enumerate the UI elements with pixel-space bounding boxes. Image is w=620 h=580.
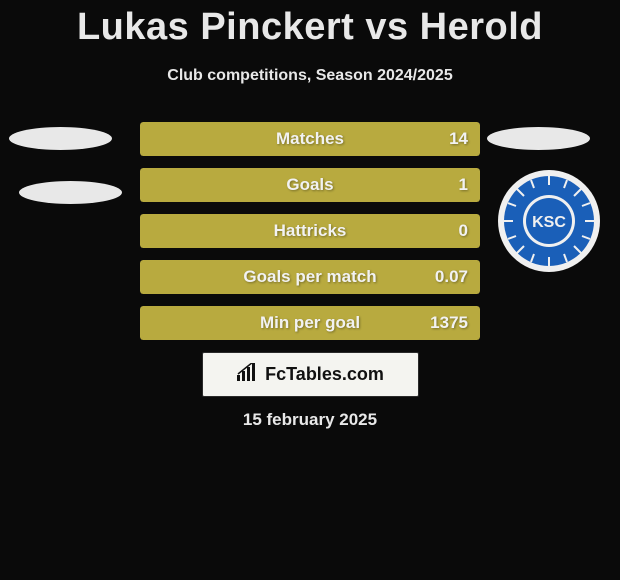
placeholder-left-bottom xyxy=(19,181,122,204)
stat-bar: Hattricks 0 xyxy=(140,214,480,248)
club-badge-ksc: KSC xyxy=(497,169,601,273)
date-text: 15 february 2025 xyxy=(0,410,620,430)
stat-bar-label: Min per goal xyxy=(260,313,360,333)
stat-bar-value: 1 xyxy=(459,175,468,195)
fctables-logo: FcTables.com xyxy=(202,352,419,397)
stat-bar-label: Hattricks xyxy=(274,221,347,241)
stat-bar-label: Matches xyxy=(276,129,344,149)
stat-bar: Goals per match 0.07 xyxy=(140,260,480,294)
placeholder-right xyxy=(487,127,590,150)
badge-text: KSC xyxy=(532,214,566,231)
stat-bar-value: 0.07 xyxy=(435,267,468,287)
stat-bar-label: Goals per match xyxy=(243,267,376,287)
stat-bar-value: 14 xyxy=(449,129,468,149)
chart-bars-icon xyxy=(237,363,259,386)
stats-bars: Matches 14 Goals 1 Hattricks 0 Goals per match… xyxy=(140,122,480,352)
placeholder-left-top xyxy=(9,127,112,150)
page-title: Lukas Pinckert vs Herold xyxy=(0,0,620,49)
stat-bar-value: 1375 xyxy=(430,313,468,333)
stat-bar: Matches 14 xyxy=(140,122,480,156)
stat-bar: Min per goal 1375 xyxy=(140,306,480,340)
subtitle: Club competitions, Season 2024/2025 xyxy=(0,67,620,85)
stat-bar-value: 0 xyxy=(459,221,468,241)
stat-bar-label: Goals xyxy=(286,175,333,195)
stat-bar: Goals 1 xyxy=(140,168,480,202)
fctables-logo-text: FcTables.com xyxy=(265,364,384,385)
